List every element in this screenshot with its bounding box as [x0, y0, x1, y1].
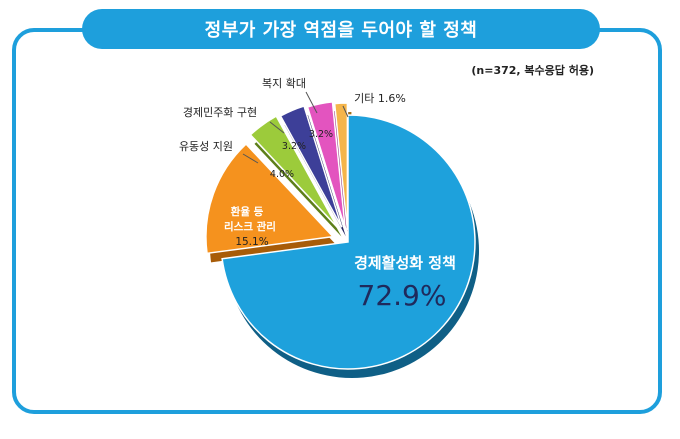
slice-5-label: 기타 1.6% [354, 92, 406, 105]
slice-5-leader [342, 105, 349, 118]
slice-4-leader [305, 91, 318, 114]
sample-note: (n=372, 복수응답 허용) [471, 64, 594, 77]
slice-4-value: 3.2% [309, 129, 333, 140]
label-orange-2: 리스크 관리 [224, 220, 276, 233]
slice-0 [221, 114, 476, 370]
slice-3-leader [269, 121, 285, 134]
label-main: 경제활성화 정책 [354, 254, 456, 272]
slice-5 [333, 102, 349, 231]
slice-1 [205, 142, 335, 255]
value-main: 72.9% [358, 279, 447, 312]
slice-4 [306, 101, 346, 229]
slice-2-label: 유동성 지원 [179, 140, 233, 153]
slice-2-value: 4.0% [270, 169, 294, 180]
slice-2 [249, 115, 339, 228]
label-orange-1: 환율 등 [231, 205, 264, 218]
pie-slices [205, 101, 480, 378]
slice-3-label: 경제민주화 구현 [183, 106, 257, 119]
slice-4-label: 복지 확대 [262, 77, 306, 90]
chart-title: 정부가 가장 역점을 두어야 할 정책 [82, 9, 600, 49]
slice-3-value: 3.2% [282, 141, 306, 152]
value-orange: 15.1% [235, 236, 268, 248]
slice-3 [279, 105, 343, 228]
slice-2-leader [242, 153, 259, 164]
